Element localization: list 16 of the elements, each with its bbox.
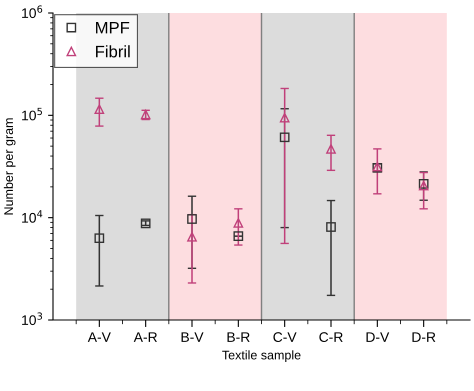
x-tick-label: A-R [134, 332, 157, 342]
y-tick-label: 10$^{4}$ [22, 210, 42, 223]
x-tick-label: C-V [273, 332, 297, 342]
x-axis-title: Textile sample [222, 350, 301, 362]
y-tick-label: 10$^{3}$ [22, 312, 42, 326]
x-tick-label: A-V [88, 332, 111, 342]
y-tick-label: 10$^{6}$ [22, 5, 42, 18]
x-tick-label: D-R [412, 332, 436, 342]
x-tick-label: B-R [228, 332, 250, 342]
y-axis-title: Number per gram [4, 118, 16, 214]
x-tick-label: D-V [366, 332, 390, 342]
y-tick-label: 10$^{5}$ [22, 108, 42, 120]
x-tick-label: C-R [319, 332, 343, 342]
legend-label: MPF [96, 22, 130, 34]
x-tick-label: B-V [182, 332, 204, 342]
legend-label: Fibril [96, 45, 130, 58]
